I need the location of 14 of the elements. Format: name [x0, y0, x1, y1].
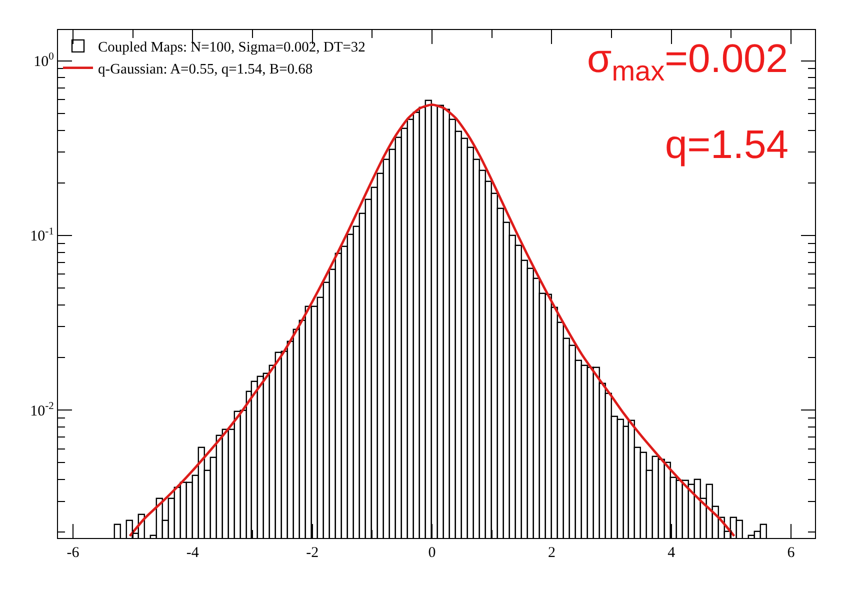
x-tick-label: -4: [186, 545, 200, 562]
y-tick-label: 10$^{-1}$: [30, 226, 54, 245]
annotation: σ$_{max}$=0.002: [587, 37, 788, 86]
x-tick-label: 6: [787, 545, 796, 562]
legend-label: Coupled Maps: N=100, Sigma=0.002, DT=32: [98, 40, 366, 56]
legend-label: q-Gaussian: A=0.55, q=1.54, B=0.68: [98, 61, 313, 78]
x-tick-label: -2: [306, 545, 319, 562]
x-tick-label: -6: [66, 545, 80, 562]
y-tick-label: 10$^{0}$: [34, 52, 54, 70]
x-tick-label: 0: [428, 545, 436, 562]
annotation: q=1.54: [665, 123, 788, 167]
x-tick-label: 4: [668, 545, 676, 562]
y-tick-label: 10$^{-2}$: [30, 400, 54, 420]
x-tick-label: 2: [548, 545, 556, 562]
